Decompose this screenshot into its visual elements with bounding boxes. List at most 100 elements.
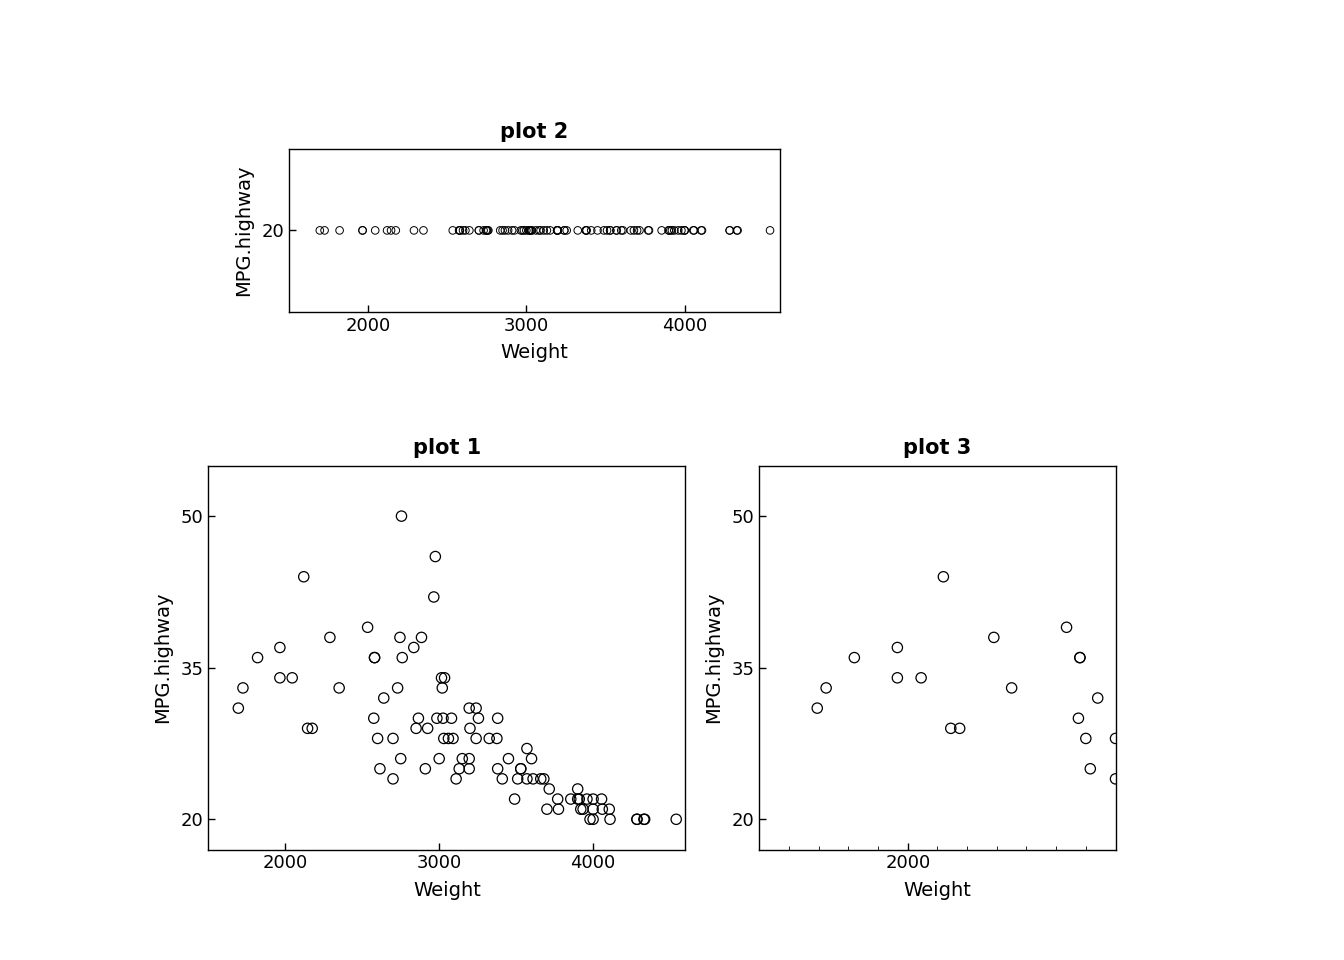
Point bbox=[683, 223, 704, 238]
Point bbox=[363, 710, 384, 726]
Point bbox=[1187, 549, 1208, 564]
Point bbox=[554, 223, 575, 238]
Point bbox=[534, 223, 555, 238]
Point bbox=[1251, 761, 1273, 777]
Point bbox=[449, 223, 470, 238]
Point bbox=[1251, 751, 1273, 766]
Point bbox=[423, 589, 445, 605]
Point bbox=[293, 569, 314, 585]
Point bbox=[591, 802, 613, 817]
Point bbox=[570, 802, 591, 817]
Point bbox=[309, 223, 331, 238]
Point bbox=[727, 223, 749, 238]
Point bbox=[430, 670, 452, 685]
Title: plot 3: plot 3 bbox=[903, 439, 972, 459]
Point bbox=[269, 670, 290, 685]
Point bbox=[626, 223, 648, 238]
Point bbox=[582, 791, 603, 806]
Point bbox=[659, 223, 680, 238]
Point bbox=[301, 721, 323, 736]
Point bbox=[554, 223, 575, 238]
Point bbox=[509, 223, 531, 238]
Point bbox=[441, 710, 462, 726]
Point bbox=[391, 650, 413, 665]
Point bbox=[247, 650, 269, 665]
Point bbox=[452, 751, 473, 766]
Point bbox=[719, 223, 741, 238]
Point bbox=[1305, 731, 1327, 746]
Point bbox=[719, 223, 741, 238]
Point bbox=[509, 761, 531, 777]
Point bbox=[626, 811, 648, 827]
Point bbox=[520, 223, 542, 238]
Point bbox=[487, 761, 508, 777]
Point bbox=[477, 223, 499, 238]
Point bbox=[269, 639, 290, 655]
Point bbox=[530, 771, 551, 786]
Point bbox=[599, 223, 621, 238]
Point bbox=[431, 681, 453, 696]
X-axis label: Weight: Weight bbox=[500, 343, 569, 362]
Title: plot 2: plot 2 bbox=[500, 122, 569, 142]
Point bbox=[634, 811, 656, 827]
Point bbox=[1189, 710, 1211, 726]
Point bbox=[442, 731, 464, 746]
Point bbox=[982, 630, 1004, 645]
Point bbox=[233, 681, 254, 696]
Point bbox=[1220, 731, 1242, 746]
Point bbox=[501, 223, 523, 238]
Point bbox=[1075, 731, 1097, 746]
Point bbox=[530, 223, 551, 238]
Point bbox=[567, 223, 589, 238]
Point bbox=[1265, 701, 1286, 716]
Point bbox=[547, 791, 569, 806]
Point bbox=[1167, 761, 1188, 777]
Point bbox=[434, 670, 456, 685]
Point bbox=[612, 223, 633, 238]
Point bbox=[453, 223, 474, 238]
Point bbox=[390, 630, 411, 645]
Y-axis label: MPG.highway: MPG.highway bbox=[153, 592, 172, 723]
Point bbox=[548, 802, 570, 817]
Point bbox=[661, 223, 683, 238]
Point bbox=[664, 223, 685, 238]
Point bbox=[380, 223, 402, 238]
Point bbox=[442, 223, 464, 238]
Point bbox=[520, 223, 542, 238]
Point bbox=[489, 223, 511, 238]
Point bbox=[673, 223, 695, 238]
Point bbox=[495, 223, 516, 238]
Point bbox=[458, 701, 480, 716]
Point bbox=[806, 701, 828, 716]
Point bbox=[313, 223, 335, 238]
Point bbox=[406, 721, 427, 736]
Point bbox=[476, 223, 497, 238]
Point bbox=[1070, 650, 1091, 665]
Point bbox=[352, 223, 374, 238]
Point bbox=[1001, 681, 1023, 696]
Point bbox=[1270, 710, 1292, 726]
Point bbox=[329, 223, 351, 238]
Point bbox=[887, 639, 909, 655]
Point bbox=[759, 223, 781, 238]
Point bbox=[1087, 690, 1109, 706]
Point bbox=[364, 650, 386, 665]
Point bbox=[910, 670, 931, 685]
X-axis label: Weight: Weight bbox=[413, 880, 481, 900]
Point bbox=[492, 771, 513, 786]
Point bbox=[1118, 630, 1140, 645]
Point bbox=[575, 223, 597, 238]
Point bbox=[1306, 710, 1328, 726]
Point bbox=[454, 223, 476, 238]
Point bbox=[387, 681, 409, 696]
Point bbox=[403, 639, 425, 655]
Point bbox=[516, 223, 538, 238]
Point bbox=[1199, 670, 1220, 685]
Point bbox=[382, 771, 403, 786]
Point bbox=[519, 223, 540, 238]
Point bbox=[567, 781, 589, 797]
Point bbox=[458, 761, 480, 777]
Point bbox=[691, 223, 712, 238]
Point bbox=[364, 650, 386, 665]
Point bbox=[497, 223, 519, 238]
